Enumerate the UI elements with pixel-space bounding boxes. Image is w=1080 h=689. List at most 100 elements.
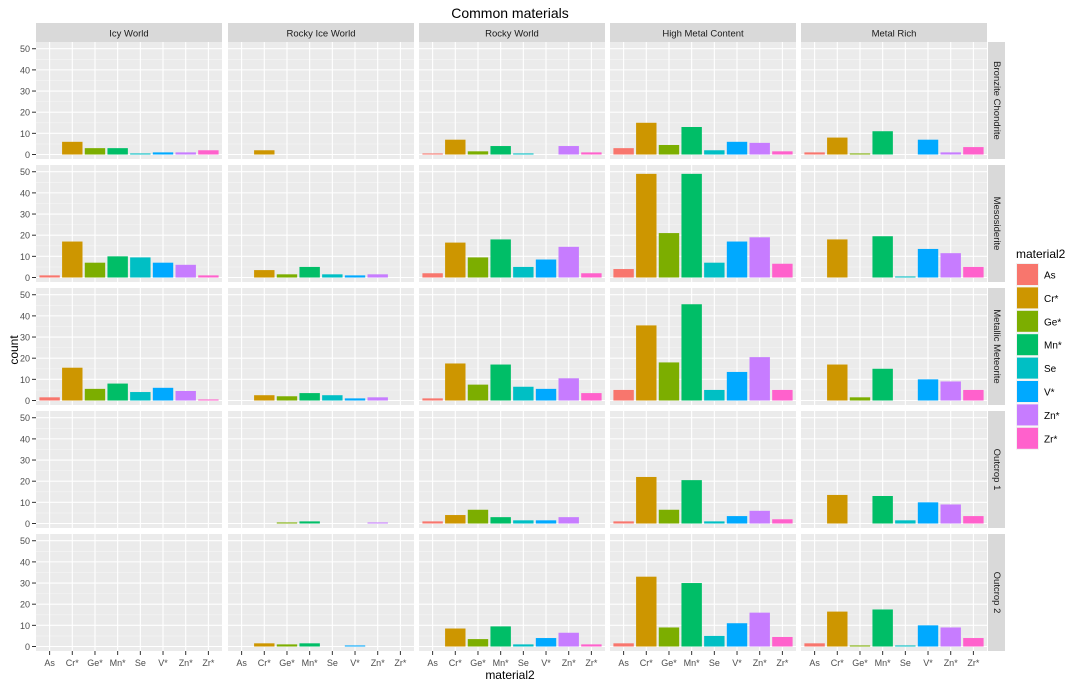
bar-Se-0-0	[130, 153, 151, 155]
x-tick-label: Zr*	[967, 658, 979, 668]
bar-Cr-1-2	[445, 242, 466, 278]
legend-title: material2	[1016, 247, 1066, 261]
bar-Ge-3-3	[658, 509, 680, 524]
bar-As-4-3	[613, 643, 634, 647]
facet-row-label: Mesosiderite	[991, 197, 1002, 251]
y-tick-label: 10	[20, 375, 30, 385]
bar-V-2-3	[726, 371, 748, 401]
y-tick-label: 0	[25, 150, 30, 160]
bar-Zr-2-2	[581, 393, 602, 401]
bar-Cr-4-1	[254, 643, 275, 647]
legend-swatch-V	[1017, 381, 1038, 402]
x-tick-label: As	[618, 658, 629, 668]
legend-swatch-Ge	[1017, 310, 1038, 332]
bar-As-3-3	[613, 521, 634, 524]
x-tick-label: Zn*	[371, 658, 386, 668]
bar-Mn-4-2	[490, 626, 511, 647]
x-tick-label: Ge*	[470, 658, 486, 668]
facet-column-strip	[228, 23, 414, 42]
facet-column-label: Icy World	[109, 29, 148, 40]
bar-Cr-0-0	[62, 141, 83, 155]
panel-background	[228, 534, 414, 651]
bar-Mn-3-2	[490, 517, 511, 524]
y-tick-label: 20	[20, 600, 30, 610]
bar-Ge-1-2	[467, 257, 489, 278]
bar-Se-2-0	[130, 392, 151, 401]
bar-Ge-1-3	[658, 233, 680, 278]
bar-Ge-1-0	[84, 262, 106, 278]
x-tick-label: Zn*	[944, 658, 959, 668]
y-tick-label: 0	[25, 396, 30, 406]
bar-Mn-2-4	[872, 368, 893, 401]
y-tick-label: 10	[20, 498, 30, 508]
bar-Zr-1-0	[198, 275, 219, 278]
bar-Cr-1-0	[62, 241, 83, 278]
legend-label: Mn*	[1044, 341, 1062, 352]
y-tick-label: 20	[20, 231, 30, 241]
bar-Zr-2-0	[198, 399, 219, 401]
bar-Cr-1-4	[827, 239, 848, 278]
bar-As-3-2	[422, 521, 443, 524]
bar-Zn-4-2	[558, 632, 579, 647]
bar-Se-4-4	[895, 645, 916, 647]
facet-row-strip	[988, 288, 1005, 405]
bar-Se-3-3	[704, 521, 725, 524]
bar-Zn-1-2	[558, 246, 579, 278]
facet-column-strip	[610, 23, 796, 42]
x-tick-label: Se	[518, 658, 529, 668]
y-axis-title: count	[7, 335, 21, 365]
bar-Cr-0-2	[445, 139, 466, 155]
bar-As-0-4	[804, 152, 825, 155]
x-tick-label: Se	[900, 658, 911, 668]
legend-label: Zn*	[1044, 411, 1060, 422]
bar-Mn-0-4	[872, 131, 893, 155]
x-tick-label: Zr*	[394, 658, 406, 668]
bar-V-0-0	[152, 152, 174, 155]
bar-Zn-1-3	[749, 237, 770, 278]
bar-Ge-4-3	[658, 627, 680, 647]
bar-Mn-2-3	[681, 304, 702, 401]
facet-row-strip	[988, 411, 1005, 528]
bar-Cr-1-3	[636, 173, 657, 278]
bar-Zn-4-4	[940, 627, 961, 647]
bar-Zn-1-4	[940, 253, 961, 278]
bar-V-1-2	[535, 259, 557, 278]
x-tick-label: Ge*	[661, 658, 677, 668]
bar-V-3-2	[535, 520, 557, 524]
bar-Zr-2-3	[772, 389, 793, 401]
bar-Mn-0-3	[681, 127, 702, 155]
bar-V-2-4	[917, 379, 939, 401]
bar-Mn-4-3	[681, 583, 702, 647]
y-tick-label: 40	[20, 188, 30, 198]
panel-background	[228, 411, 414, 528]
bar-Cr-4-3	[636, 576, 657, 647]
legend-label: As	[1044, 271, 1056, 282]
bar-Zr-3-3	[772, 519, 793, 524]
bar-V-0-3	[726, 141, 748, 155]
y-tick-label: 10	[20, 621, 30, 631]
x-tick-label: Mn*	[110, 658, 127, 668]
bar-Zn-4-3	[749, 612, 770, 647]
bar-Cr-2-3	[636, 325, 657, 401]
legend-label: V*	[1044, 388, 1055, 399]
y-tick-label: 30	[20, 210, 30, 220]
bar-Cr-4-2	[445, 628, 466, 647]
facet-row-label: Outcrop 1	[991, 449, 1002, 491]
y-tick-label: 40	[20, 65, 30, 75]
y-tick-label: 0	[25, 642, 30, 652]
facet-column-label: High Metal Content	[662, 29, 744, 40]
bar-V-1-0	[152, 262, 174, 278]
bar-Zr-0-3	[772, 151, 793, 155]
bar-Mn-4-1	[299, 643, 320, 647]
legend-label: Se	[1044, 364, 1057, 375]
bar-Mn-4-4	[872, 609, 893, 647]
panel-background	[228, 288, 414, 405]
x-tick-label: Mn*	[684, 658, 701, 668]
bar-Mn-1-1	[299, 266, 320, 278]
bar-Zr-4-4	[963, 638, 984, 647]
x-tick-label: Zn*	[753, 658, 768, 668]
y-tick-label: 40	[20, 311, 30, 321]
bar-As-2-0	[39, 397, 60, 401]
bar-Ge-2-0	[84, 388, 106, 401]
